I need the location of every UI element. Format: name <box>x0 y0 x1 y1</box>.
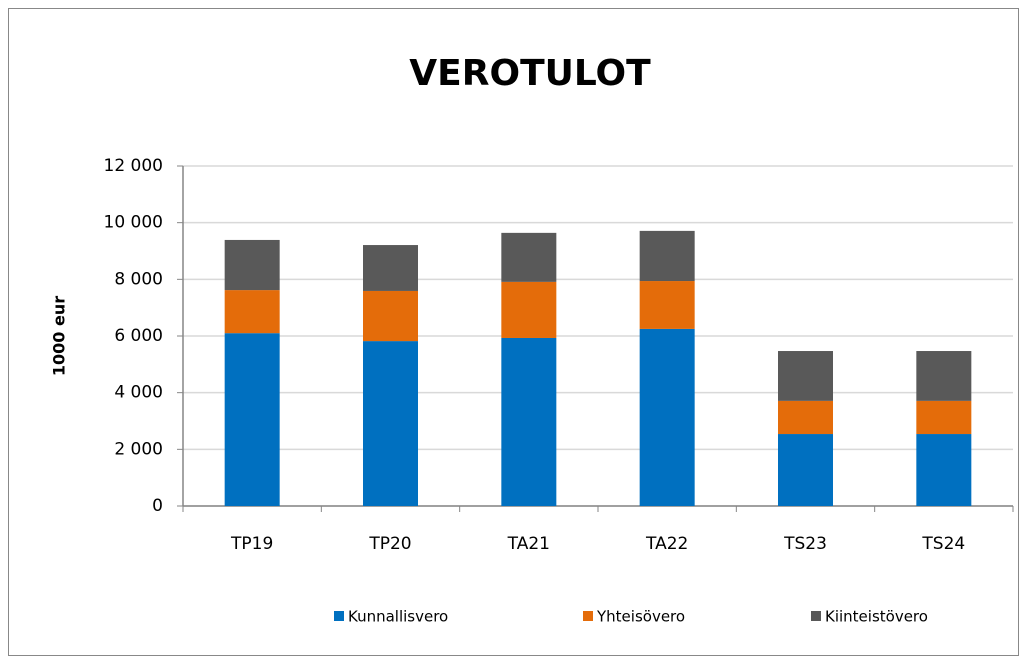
bar-segment <box>916 400 972 435</box>
legend-label: Kiinteistövero <box>825 608 928 626</box>
bar-segment <box>363 245 418 291</box>
bar-segment <box>778 351 833 401</box>
x-tick-label: TA21 <box>507 534 550 554</box>
bar-segment <box>363 341 418 506</box>
x-tick-label: TA22 <box>645 534 688 554</box>
y-tick-label: 6 000 <box>114 326 163 346</box>
bar-segment <box>363 290 418 342</box>
bar-segment <box>501 337 557 506</box>
x-tick-label: TP19 <box>230 534 273 554</box>
chart-title: VEROTULOT <box>409 53 651 94</box>
bar-segment <box>639 328 695 506</box>
y-tick-label: 10 000 <box>104 213 163 233</box>
bar-segment <box>501 232 557 282</box>
bar-segment <box>501 281 557 338</box>
bar-segment <box>224 290 280 334</box>
bar-segment <box>639 281 695 329</box>
bar-segment <box>778 434 833 506</box>
legend-label: Kunnallisvero <box>348 608 448 626</box>
legend-label: Yhteisövero <box>596 608 685 626</box>
x-tick-label: TS23 <box>783 534 827 554</box>
bar-segment <box>639 230 695 282</box>
bar-segment <box>916 351 972 401</box>
bar-segment <box>778 400 833 435</box>
legend-swatch <box>334 611 344 621</box>
y-tick-label: 4 000 <box>114 383 163 403</box>
y-tick-label: 12 000 <box>104 156 163 176</box>
x-tick-label: TP20 <box>368 534 411 554</box>
bar-segment <box>224 239 280 291</box>
y-axis-label: 1000 eur <box>50 296 69 376</box>
y-tick-label: 2 000 <box>114 439 163 459</box>
legend-swatch <box>811 611 821 621</box>
bar-segment <box>916 434 972 506</box>
x-tick-label: TS24 <box>921 534 965 554</box>
y-tick-label: 8 000 <box>114 269 163 289</box>
y-tick-label: 0 <box>152 496 163 516</box>
legend-swatch <box>583 611 593 621</box>
bar-segment <box>224 333 280 506</box>
